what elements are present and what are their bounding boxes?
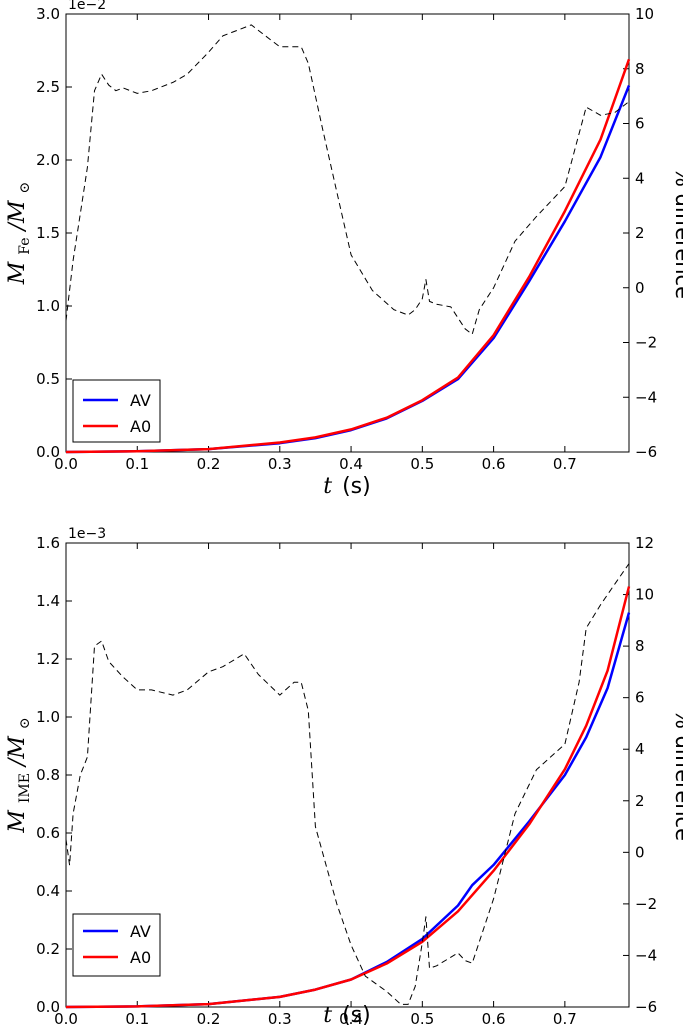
chart-top: 0.0 0.1 0.2 0.3 0.4 0.5 0.6 0.7 0.0 0.5 1.0 1.5 2.0… <box>5 0 683 499</box>
legend-label-a0: A0 <box>130 417 151 436</box>
legend-label-av: AV <box>130 922 151 941</box>
y-right-tick-label: 10 <box>635 586 654 604</box>
legend-box <box>72 379 161 443</box>
x-tick-label: 0.0 <box>54 455 78 473</box>
legend-box <box>72 913 161 977</box>
y-right-tick-label: 6 <box>635 689 645 707</box>
y-tick-label: 0.5 <box>36 370 60 388</box>
x-tick-label: 0.7 <box>553 1010 577 1027</box>
y-right-tick-label: 2 <box>635 224 645 242</box>
x-tick-label: 0.6 <box>482 455 506 473</box>
x-axis-label: t (s) <box>323 1003 370 1027</box>
exponent-label: 1e−2 <box>68 0 106 13</box>
y-tick-label: 2.5 <box>36 78 60 96</box>
y-right-tick-label: 4 <box>635 740 645 758</box>
x-tick-label: 0.4 <box>339 1010 363 1027</box>
x-axis: 0.0 0.1 0.2 0.3 0.4 0.5 0.6 0.7 <box>54 543 577 1027</box>
y-right-tick-label: 6 <box>635 115 645 133</box>
y-axis-label-left: M IME /M ⊙ <box>5 717 35 833</box>
y-right-tick-label: 8 <box>635 60 645 78</box>
y-tick-label: 3.0 <box>36 5 60 23</box>
y-axis-label-right: % difference <box>671 709 683 841</box>
legend: AV A0 <box>72 379 161 443</box>
y-tick-label: 0.8 <box>36 766 60 784</box>
series-line-difference <box>65 563 630 1005</box>
x-tick-label: 0.3 <box>268 455 292 473</box>
y-right-tick-label: 4 <box>635 169 645 187</box>
y-right-tick-label: −6 <box>635 443 657 461</box>
y-tick-label: 0.0 <box>36 998 60 1016</box>
legend-label-av: AV <box>130 391 151 410</box>
y-right-tick-label: 2 <box>635 792 645 810</box>
x-tick-label: 0.0 <box>54 1010 78 1027</box>
exponent-label: 1e−3 <box>68 526 106 542</box>
series-group <box>65 24 631 454</box>
y-tick-label: 1.0 <box>36 297 60 315</box>
x-tick-label: 0.4 <box>339 455 363 473</box>
y-tick-label: 0.4 <box>36 882 60 900</box>
x-axis-label: t (s) <box>323 474 370 499</box>
y-axis-left: 0.0 0.2 0.4 0.6 0.8 1.0 1.2 1.4 1.6 <box>36 534 72 1016</box>
y-tick-label: 1.0 <box>36 708 60 726</box>
y-axis-label-right: % difference <box>671 167 683 299</box>
y-right-tick-label: 10 <box>635 5 654 23</box>
series-line-difference <box>65 24 630 335</box>
y-axis-right: −6 −4 −2 0 2 4 6 8 10 12 <box>623 534 657 1016</box>
y-right-tick-label: 0 <box>635 843 645 861</box>
y-tick-label: 0.2 <box>36 940 60 958</box>
y-tick-label: 0.0 <box>36 443 60 461</box>
y-tick-label: 2.0 <box>36 151 60 169</box>
y-tick-label: 1.4 <box>36 592 60 610</box>
x-tick-label: 0.5 <box>410 455 434 473</box>
y-right-tick-label: 0 <box>635 279 645 297</box>
y-tick-label: 0.6 <box>36 824 60 842</box>
x-tick-label: 0.7 <box>553 455 577 473</box>
legend: AV A0 <box>72 913 161 977</box>
y-right-tick-label: 8 <box>635 637 645 655</box>
x-tick-label: 0.5 <box>410 1010 434 1027</box>
y-tick-label: 1.6 <box>36 534 60 552</box>
y-right-tick-label: −6 <box>635 998 657 1016</box>
x-tick-label: 0.6 <box>482 1010 506 1027</box>
y-axis-label-left: M Fe /M ⊙ <box>5 182 35 285</box>
x-tick-label: 0.2 <box>197 1010 221 1027</box>
chart-bottom: 0.0 0.1 0.2 0.3 0.4 0.5 0.6 0.7 0.0 0.2 0.4 0.6 0.8… <box>5 526 683 1027</box>
y-right-tick-label: −4 <box>635 388 657 406</box>
x-tick-label: 0.3 <box>268 1010 292 1027</box>
x-tick-label: 0.1 <box>125 1010 149 1027</box>
y-right-tick-label: −4 <box>635 946 657 964</box>
series-group <box>65 563 631 1009</box>
legend-label-a0: A0 <box>130 948 151 967</box>
y-right-tick-label: −2 <box>635 895 657 913</box>
x-tick-label: 0.1 <box>125 455 149 473</box>
x-tick-label: 0.2 <box>197 455 221 473</box>
x-axis: 0.0 0.1 0.2 0.3 0.4 0.5 0.6 0.7 <box>54 14 577 473</box>
y-tick-label: 1.2 <box>36 650 60 668</box>
series-line-a0 <box>65 58 631 454</box>
y-axis-left: 0.0 0.5 1.0 1.5 2.0 2.5 3.0 <box>36 5 72 461</box>
y-right-tick-label: −2 <box>635 334 657 352</box>
y-right-tick-label: 12 <box>635 534 654 552</box>
series-line-a0 <box>65 586 631 1009</box>
y-axis-right: −6 −4 −2 0 2 4 6 8 10 <box>623 5 657 461</box>
y-tick-label: 1.5 <box>36 224 60 242</box>
